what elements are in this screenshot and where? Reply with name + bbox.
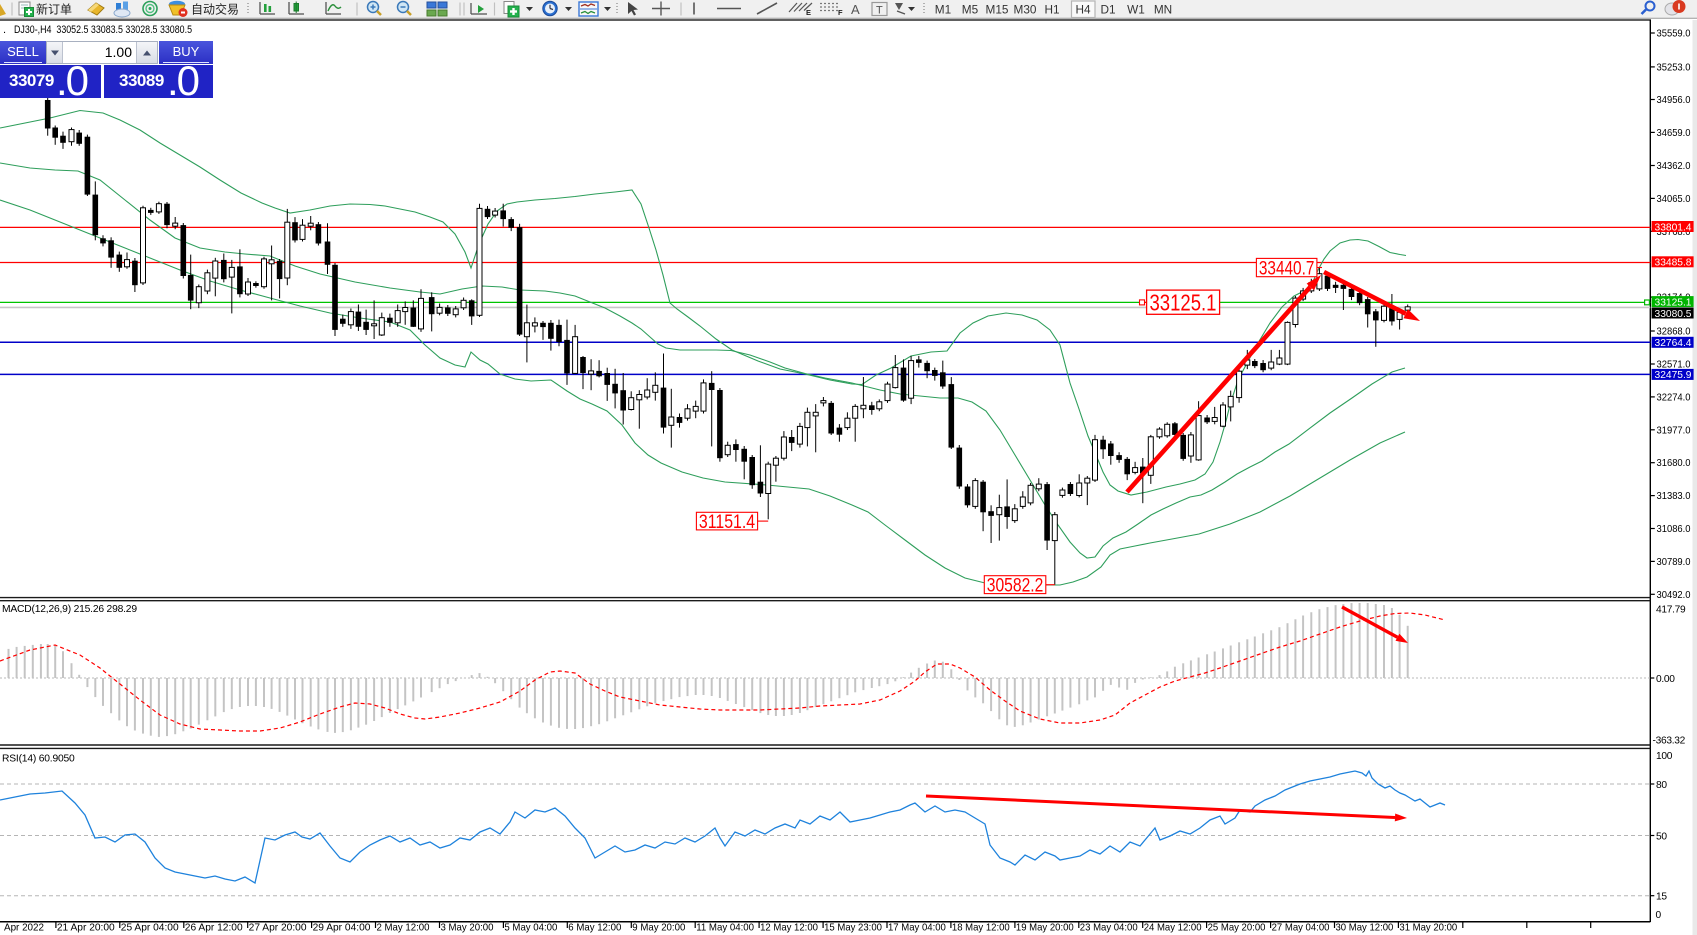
svg-text:MACD(12,26,9) 215.26 298.29: MACD(12,26,9) 215.26 298.29 [2,604,137,615]
svg-text:F: F [838,8,843,17]
svg-text:0: 0 [1656,910,1662,921]
svg-text:31383.0: 31383.0 [1657,491,1691,502]
svg-text:34956.0: 34956.0 [1657,95,1691,106]
svg-text:31680.0: 31680.0 [1657,458,1691,469]
svg-text:80: 80 [1656,780,1667,791]
svg-text:29 Apr 04:00: 29 Apr 04:00 [313,923,371,934]
svg-text:30789.0: 30789.0 [1657,557,1691,568]
svg-text:.: . [3,24,6,36]
svg-text:21 Apr 20:00: 21 Apr 20:00 [57,923,115,934]
svg-text:35559.0: 35559.0 [1657,29,1691,40]
svg-text:W1: W1 [1127,3,1145,17]
svg-text:33125.1: 33125.1 [1655,297,1692,308]
svg-text:26 Apr 12:00: 26 Apr 12:00 [185,923,243,934]
svg-text:23 May 04:00: 23 May 04:00 [1080,923,1138,934]
svg-text:A: A [851,2,860,17]
svg-text:Apr 2022: Apr 2022 [4,923,44,934]
svg-text:M1: M1 [935,3,951,17]
svg-text:M5: M5 [962,3,979,17]
svg-text:3 May 20:00: 3 May 20:00 [441,923,494,934]
svg-text:31151.4: 31151.4 [699,512,756,533]
svg-text:E: E [806,8,811,17]
svg-text:33440.7: 33440.7 [1259,258,1315,279]
svg-text:32475.9: 32475.9 [1655,370,1692,381]
svg-text:18 May 12:00: 18 May 12:00 [952,923,1010,934]
svg-text:H1: H1 [1044,3,1059,17]
svg-text:34065.0: 34065.0 [1657,194,1691,205]
svg-text:T: T [876,5,883,17]
svg-text:32274.0: 32274.0 [1657,392,1691,403]
svg-text:34362.0: 34362.0 [1657,161,1691,172]
svg-text:-363.32: -363.32 [1653,736,1686,747]
svg-text:15 May 23:00: 15 May 23:00 [824,923,882,934]
svg-text:11 May 04:00: 11 May 04:00 [696,923,754,934]
svg-text:31086.0: 31086.0 [1657,524,1691,535]
svg-text:DJ30-,H4 33052.5 33083.5 3302: DJ30-,H4 33052.5 33083.5 33028.5 33080.5 [14,24,192,36]
svg-text:RSI(14) 60.9050: RSI(14) 60.9050 [2,754,75,765]
svg-text:27 Apr 20:00: 27 Apr 20:00 [249,923,307,934]
svg-text:M30: M30 [1014,3,1037,17]
svg-text:417.79: 417.79 [1656,605,1686,616]
svg-text:19 May 20:00: 19 May 20:00 [1016,923,1074,934]
svg-text:30492.0: 30492.0 [1657,590,1691,601]
svg-text:25 Apr 04:00: 25 Apr 04:00 [121,923,179,934]
svg-text:32868.0: 32868.0 [1657,327,1691,338]
svg-text:34659.0: 34659.0 [1657,128,1691,139]
svg-text:50: 50 [1656,832,1667,843]
svg-text:15: 15 [1656,892,1667,903]
svg-text:31 May 20:00: 31 May 20:00 [1399,923,1457,934]
svg-text:H4: H4 [1075,3,1091,17]
svg-text:33801.4: 33801.4 [1655,222,1692,233]
svg-text:17 May 04:00: 17 May 04:00 [888,923,946,934]
svg-text:D1: D1 [1100,3,1115,17]
svg-text:0.00: 0.00 [1656,674,1675,685]
svg-text:33080.5: 33080.5 [1655,309,1692,320]
svg-text:自动交易: 自动交易 [191,2,239,17]
svg-text:32571.0: 32571.0 [1657,360,1691,371]
svg-text:30582.2: 30582.2 [987,576,1044,597]
svg-text:6 May 12:00: 6 May 12:00 [568,923,621,934]
svg-text:35253.0: 35253.0 [1657,62,1691,73]
svg-text:9 May 20:00: 9 May 20:00 [632,923,685,934]
svg-text:31977.0: 31977.0 [1657,425,1691,436]
svg-text:33768.0: 33768.0 [1657,227,1691,238]
svg-text:30 May 12:00: 30 May 12:00 [1336,923,1394,934]
svg-text:12 May 12:00: 12 May 12:00 [760,923,818,934]
svg-text:2 May 12:00: 2 May 12:00 [377,923,430,934]
svg-text:24 May 12:00: 24 May 12:00 [1144,923,1202,934]
svg-text:27 May 04:00: 27 May 04:00 [1272,923,1330,934]
svg-text:M15: M15 [986,3,1009,17]
svg-text:新订单: 新订单 [36,2,72,17]
svg-text:33125.1: 33125.1 [1150,290,1217,316]
svg-text:100: 100 [1656,751,1673,762]
svg-text:MN: MN [1154,3,1172,17]
svg-text:25 May 20:00: 25 May 20:00 [1208,923,1266,934]
svg-text:5 May 04:00: 5 May 04:00 [504,923,557,934]
svg-text:32764.4: 32764.4 [1655,338,1692,349]
svg-text:33485.8: 33485.8 [1655,258,1692,269]
